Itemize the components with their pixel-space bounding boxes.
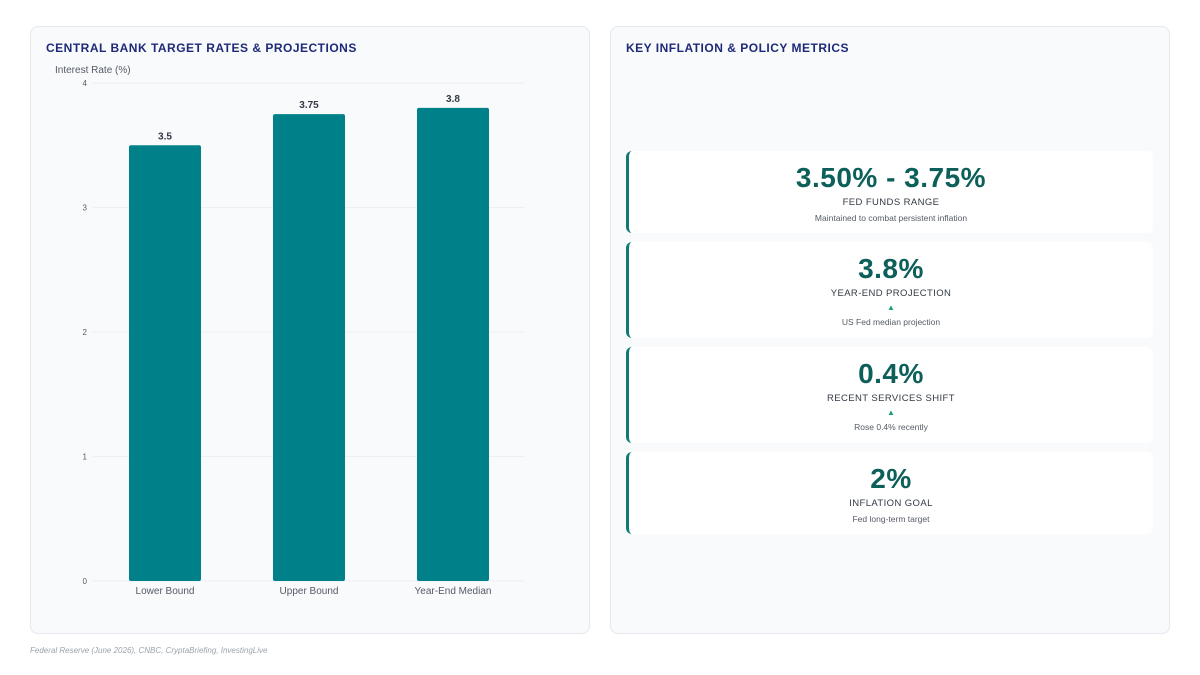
data-label: 3.8 (446, 94, 460, 105)
y-tick-label: 2 (83, 328, 88, 337)
rates-chart-panel: CENTRAL BANK TARGET RATES & PROJECTIONS … (30, 26, 590, 634)
metric-subtext: US Fed median projection (841, 317, 941, 327)
metric-card-year-end-projection: 3.8% YEAR-END PROJECTION ▲ US Fed median… (626, 242, 1153, 338)
y-tick-label: 4 (83, 79, 88, 88)
bar-chart: Interest Rate (%) 0 1 2 3 4 3.5 Lower Bound 3.75… (55, 65, 525, 597)
metrics-panel-title: KEY INFLATION & POLICY METRICS (626, 41, 850, 55)
metric-card-services-shift: 0.4% RECENT SERVICES SHIFT ▲ Rose 0.4% r… (626, 347, 1153, 443)
bar-upper-bound (273, 114, 345, 581)
metric-card-fed-funds-range: 3.50% - 3.75% FED FUNDS RANGE Maintained… (626, 151, 1153, 233)
bar-year-end-median (417, 107, 489, 582)
metric-card-inflation-goal: 2% INFLATION GOAL Fed long-term target (626, 452, 1153, 534)
x-tick-label: Upper Bound (280, 586, 339, 597)
metric-label: YEAR-END PROJECTION (830, 288, 952, 299)
y-axis-title: Interest Rate (%) (55, 65, 131, 76)
data-label: 3.75 (299, 100, 319, 111)
metric-subtext: Rose 0.4% recently (854, 422, 928, 432)
bar-lower-bound (129, 145, 201, 581)
metric-value: 3.8% (858, 253, 924, 284)
x-tick-label: Lower Bound (136, 586, 195, 597)
metric-label: RECENT SERVICES SHIFT (827, 393, 955, 404)
data-label: 3.5 (158, 131, 172, 142)
metric-subtext: Maintained to combat persistent inflatio… (814, 213, 968, 223)
chart-panel-title: CENTRAL BANK TARGET RATES & PROJECTIONS (46, 41, 357, 55)
metric-value: 2% (870, 463, 912, 494)
metric-value: 3.50% - 3.75% (795, 162, 987, 193)
source-footnote: Federal Reserve (June 2026), CNBC, Crypt… (30, 646, 268, 655)
metric-subtext: Fed long-term target (852, 514, 930, 524)
y-tick-label: 0 (83, 577, 88, 586)
metric-label: FED FUNDS RANGE (842, 197, 940, 208)
up-arrow-icon: ▲ (887, 408, 895, 417)
up-arrow-icon: ▲ (887, 303, 895, 312)
metric-value: 0.4% (858, 358, 924, 389)
y-tick-label: 1 (83, 453, 88, 462)
metrics-panel: KEY INFLATION & POLICY METRICS 3.50% - 3… (610, 26, 1170, 634)
y-tick-label: 3 (83, 204, 88, 213)
metric-label: INFLATION GOAL (849, 498, 933, 509)
x-tick-label: Year-End Median (415, 586, 492, 597)
